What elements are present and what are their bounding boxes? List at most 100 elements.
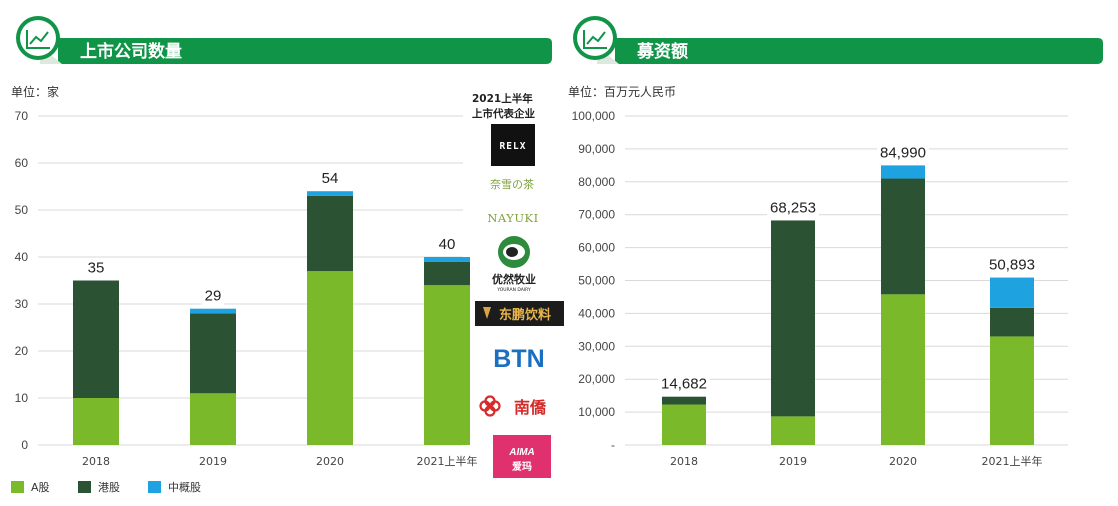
svg-text:东鹏饮料: 东鹏饮料: [499, 307, 551, 323]
bar-segment-china-concept: [424, 257, 470, 262]
y-tick-label: 30,000: [578, 339, 615, 353]
bar-segment-hk-share: [990, 307, 1034, 337]
legend-label: A股: [31, 481, 50, 494]
bar-segment-hk-share: [190, 313, 236, 394]
svg-text:YOURAN DAIRY: YOURAN DAIRY: [496, 287, 531, 293]
left-title-banner: 上市公司数量: [16, 16, 552, 64]
y-tick-label: 90,000: [578, 142, 615, 156]
legend-swatch: [78, 481, 91, 493]
bar-segment-hk-share: [307, 195, 353, 272]
y-tick-label: 0: [21, 438, 28, 452]
nayuki-logo: 奈雪の茶 NAYUKI: [487, 177, 538, 225]
aima-logo: AIMA 爱玛: [493, 435, 551, 478]
bar-total-label: 29: [205, 288, 222, 305]
bar-segment-a-share: [771, 416, 815, 445]
representative-companies: 2021上半年 上市代表企业 RELX 奈雪の茶 NAYUKI 优然牧业 YOU…: [472, 92, 564, 478]
label-backdrop: [435, 235, 459, 254]
label-backdrop: [658, 374, 710, 394]
bar-total-label: 54: [322, 170, 339, 187]
y-tick-label: 50: [15, 203, 29, 217]
dongpeng-logo: 东鹏饮料: [475, 301, 564, 326]
namchow-logo: 南僑: [479, 395, 547, 417]
x-tick-label: 2021上半年: [417, 454, 478, 468]
right-unit-label: 单位：百万元人民币: [568, 84, 676, 99]
bar-segment-a-share: [307, 271, 353, 445]
svg-text:NAYUKI: NAYUKI: [487, 211, 538, 225]
bar-total-label: 50,893: [989, 257, 1035, 274]
bar-total-label: 35: [88, 260, 105, 277]
label-backdrop: [318, 169, 342, 189]
bar-segment-hk-share: [881, 178, 925, 295]
svg-text:南僑: 南僑: [514, 398, 547, 417]
bar-segment-a-share: [662, 404, 706, 445]
bar-segment-a-share: [190, 393, 236, 445]
right-chart-plot: - 10,000 20,000 30,000 40,000 50,000 60,000 70,…: [572, 109, 1068, 468]
line-chart-icon: [26, 30, 50, 49]
y-tick-label: 20,000: [578, 372, 615, 386]
x-tick-label: 2020: [889, 455, 917, 468]
bar-total-label: 68,253: [770, 199, 816, 216]
youran-dairy-logo: 优然牧业 YOURAN DAIRY: [492, 236, 536, 293]
y-tick-label: 20: [15, 344, 29, 358]
y-tick-label: 70: [15, 109, 29, 123]
bar-total-label: 84,990: [880, 144, 926, 161]
relx-logo: RELX: [491, 124, 535, 166]
right-title-banner: 募资额: [573, 16, 1103, 64]
logos-caption-line1: 2021上半年: [472, 92, 533, 105]
bar-segment-china-concept: [307, 191, 353, 196]
y-tick-label: 60,000: [578, 241, 615, 255]
y-tick-label: 40,000: [578, 306, 615, 320]
bar-total-label: 40: [439, 236, 456, 253]
bar-segment-hk-share: [73, 280, 119, 398]
x-tick-label: 2020: [316, 455, 344, 468]
y-tick-label: 80,000: [578, 175, 615, 189]
y-tick-label: 70,000: [578, 208, 615, 222]
y-tick-label: 100,000: [572, 109, 616, 123]
legend-swatch: [148, 481, 161, 493]
bar-segment-a-share: [73, 398, 119, 445]
svg-text:爱玛: 爱玛: [512, 460, 532, 473]
label-backdrop: [986, 255, 1038, 275]
legend-swatch: [11, 481, 24, 493]
legend-label: 港股: [98, 481, 120, 494]
svg-text:RELX: RELX: [500, 141, 527, 152]
bar-segment-hk-share: [424, 261, 470, 286]
bar-segment-a-share: [424, 285, 470, 445]
y-tick-label: 60: [15, 156, 29, 170]
bar-segment-china-concept: [990, 277, 1034, 308]
x-tick-label: 2018: [82, 455, 110, 468]
label-backdrop: [84, 258, 108, 278]
y-tick-label: 40: [15, 250, 29, 264]
bar-segment-hk-share: [662, 396, 706, 405]
bar-total-label: 14,682: [661, 376, 707, 393]
legend-label: 中概股: [168, 481, 201, 494]
left-chart-plot: 0 10 20 30 40 50 60 70 35 2018 29 2019 54 2020 40 2021上…: [15, 109, 478, 468]
label-backdrop: [767, 198, 819, 218]
y-tick-label: -: [611, 438, 615, 452]
x-tick-label: 2019: [199, 455, 227, 468]
y-tick-label: 10: [15, 391, 29, 405]
y-tick-label: 30: [15, 297, 29, 311]
line-chart-icon: [583, 30, 607, 49]
left-unit-label: 单位：家: [11, 84, 59, 99]
bar-segment-a-share: [990, 336, 1034, 445]
label-backdrop: [201, 286, 225, 306]
svg-text:AIMA: AIMA: [508, 447, 535, 458]
right-chart-title: 募资额: [636, 41, 688, 62]
bar-segment-hk-share: [771, 220, 815, 417]
left-banner-bar: [58, 38, 552, 64]
bar-segment-a-share: [881, 294, 925, 445]
logos-caption-line2: 上市代表企业: [472, 107, 535, 120]
y-tick-label: 10,000: [578, 405, 615, 419]
x-tick-label: 2021上半年: [982, 454, 1043, 468]
bar-segment-china-concept: [881, 165, 925, 179]
label-backdrop: [877, 143, 929, 163]
btn-logo: BTN: [493, 345, 544, 373]
left-chart-title: 上市公司数量: [80, 41, 182, 62]
svg-text:优然牧业: 优然牧业: [492, 272, 536, 286]
x-tick-label: 2018: [670, 455, 698, 468]
y-tick-label: 50,000: [578, 274, 615, 288]
svg-text:BTN: BTN: [493, 345, 544, 373]
bar-segment-china-concept: [190, 308, 236, 314]
